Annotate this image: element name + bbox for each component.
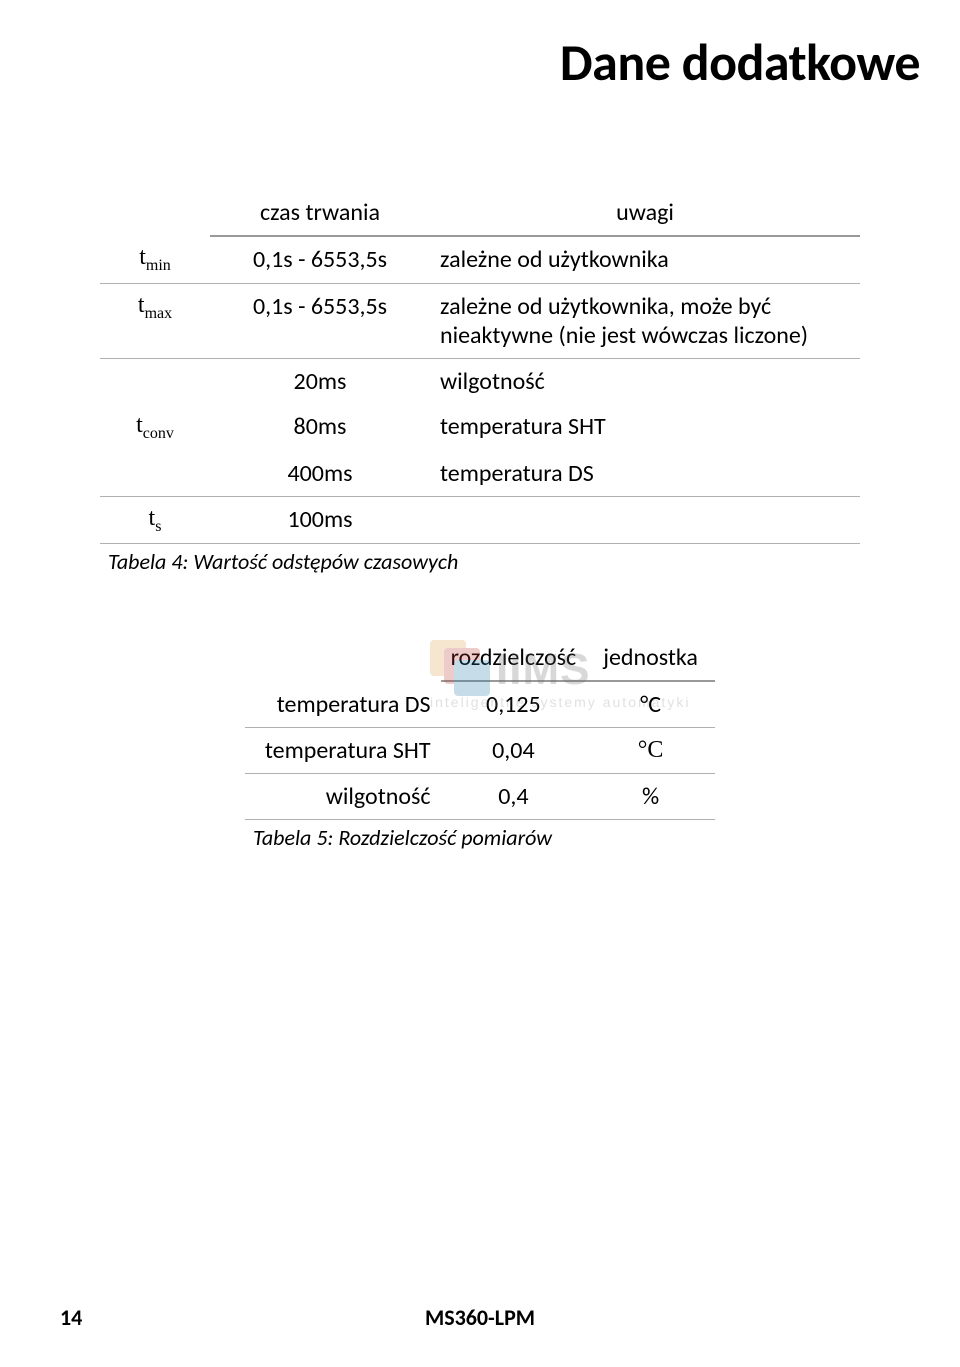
t4-sub: min [146,257,171,274]
t4-sub: max [145,305,173,322]
t4-note: temperatura DS [430,451,860,497]
table-row: tconv 80ms temperatura SHT [100,404,860,451]
t4-note [430,496,860,544]
table-row: 20ms wilgotność [100,358,860,404]
t4-time: 0,1s - 6553,5s [210,283,430,358]
table-row: wilgotność 0,4 % [245,774,715,820]
page-title: Dane dodatkowe [560,30,920,94]
table-5-caption: Tabela 5: Rozdzielczość pomiarów [245,824,715,851]
t5-param: wilgotność [245,774,441,820]
t5-h1 [245,635,441,681]
table-4-caption: Tabela 4: Wartość odstępów czasowych [100,548,860,575]
t4-time: 20ms [210,358,430,404]
t5-unit: % [586,774,715,820]
t4-note: wilgotność [430,358,860,404]
t5-res: 0,4 [441,774,587,820]
footer-doc-id: MS360-LPM [425,1304,535,1331]
table-row: temperatura SHT 0,04 °C [245,728,715,774]
table-row: 400ms temperatura DS [100,451,860,497]
page-footer: 14 MS360-LPM [0,1304,960,1331]
table-4: czas trwania uwagi tmin 0,1s - 6553,5s z… [100,190,860,544]
watermark: IIMS inteligentne systemy automatyki [430,640,690,710]
t4-h3: uwagi [430,190,860,236]
table-row: tmin 0,1s - 6553,5s zależne od użytkowni… [100,236,860,283]
t4-sub: conv [143,425,174,442]
t4-time: 400ms [210,451,430,497]
t5-param: temperatura DS [245,681,441,728]
t4-note: zależne od użytkownika [430,236,860,283]
t4-sym: t [138,292,145,318]
t5-unit: °C [586,728,715,774]
t4-sym: t [139,244,146,270]
table-row: tmax 0,1s - 6553,5s zależne od użytkowni… [100,283,860,358]
t4-h1 [100,190,210,236]
t4-sub: s [155,517,161,534]
t5-param: temperatura SHT [245,728,441,774]
t4-sym: t [136,412,143,438]
t4-note: temperatura SHT [430,404,860,451]
t4-note: zależne od użytkownika, może być nieakty… [430,283,860,358]
table-row: ts 100ms [100,496,860,544]
t4-time: 0,1s - 6553,5s [210,236,430,283]
t4-time: 80ms [210,404,430,451]
watermark-brand: IIMS [496,645,590,695]
t4-time: 100ms [210,496,430,544]
footer-page-number: 14 [60,1304,82,1331]
t4-h2: czas trwania [210,190,430,236]
watermark-logo-icon [430,640,490,700]
t5-res: 0,04 [441,728,587,774]
